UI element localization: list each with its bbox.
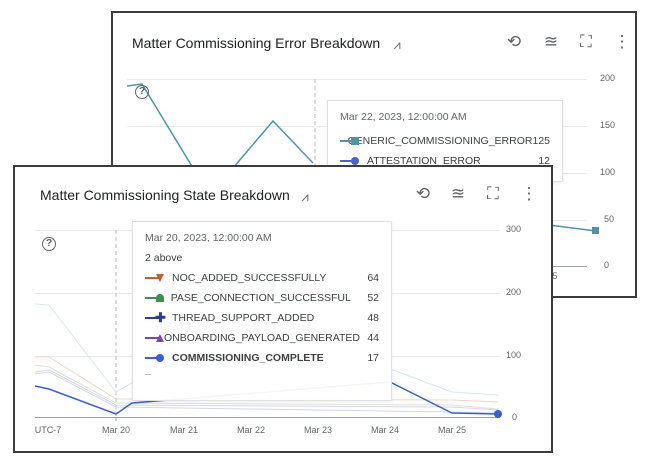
series-name: COMMISSIONING_COMPLETE [172, 352, 324, 364]
series-value: 64 [367, 272, 379, 284]
state-breakdown-card: Matter Commissioning State Breakdown ⩘ ⟲… [13, 165, 553, 453]
triangle-marker-icon [145, 333, 164, 343]
series-name: NOC_ADDED_SUCCESSFULLY [172, 272, 327, 284]
tooltip-more: – [145, 368, 151, 380]
tooltip-row: ✚ THREAD_SUPPORT_ADDED 48 [145, 308, 379, 328]
series-name: PASE_CONNECTION_SUCCESSFUL [170, 292, 351, 304]
y-tick: 150 [600, 120, 616, 130]
series-commissioning-complete [34, 381, 499, 415]
triangle-down-marker-icon [145, 273, 167, 283]
tooltip-row: ONBOARDING_PAYLOAD_GENERATED 44 [145, 328, 379, 348]
y-tick: 0 [512, 412, 518, 422]
help-icon[interactable]: ? [42, 237, 56, 251]
tooltip-date: Mar 22, 2023, 12:00:00 AM [340, 111, 467, 123]
series-value: 125 [532, 135, 550, 147]
fullscreen-icon[interactable]: ⛶ [487, 184, 499, 203]
y-tick: 200 [506, 287, 522, 297]
tooltip-above-count: 2 above [145, 252, 183, 264]
x-tick: Mar 24 [370, 425, 400, 435]
chart-search-icon[interactable]: ⩘ [393, 37, 401, 52]
y-tick: 200 [600, 73, 616, 83]
state-tooltip: Mar 20, 2023, 12:00:00 AM 2 above NOC_AD… [132, 221, 392, 401]
x-tick: Mar 20 [101, 425, 131, 435]
plus-marker-icon: ✚ [145, 311, 167, 324]
series-name: ATTESTATION_ERROR [367, 155, 481, 167]
tooltip-row: ATTESTATION_ERROR 12 [340, 151, 550, 171]
zoom-reset-icon[interactable]: ⟲ [506, 32, 522, 51]
x-tick: Mar 23 [303, 425, 333, 435]
series-name: THREAD_SUPPORT_ADDED [172, 312, 315, 324]
tooltip-row: GENERIC_COMMISSIONING_ERROR 125 [340, 131, 550, 151]
card-title: Matter Commissioning Error Breakdown [132, 35, 381, 51]
help-icon[interactable]: ? [135, 85, 149, 99]
square-marker-icon [340, 136, 359, 146]
card-title: Matter Commissioning State Breakdown [40, 187, 290, 203]
y-tick: 50 [604, 214, 615, 224]
x-tick: UTC-7 [34, 425, 62, 435]
tooltip-row: PASE_CONNECTION_SUCCESSFUL 52 [145, 288, 379, 308]
y-tick: 300 [506, 224, 522, 234]
series-value: 17 [367, 352, 379, 364]
circle-marker-icon [340, 156, 362, 166]
x-tick: Mar 21 [169, 425, 199, 435]
tooltip-row-highlighted: COMMISSIONING_COMPLETE 17 [145, 348, 379, 368]
series-marker [494, 410, 502, 418]
state-chart-lines [34, 230, 502, 421]
x-tick: Mar 22 [236, 425, 266, 435]
more-vert-icon[interactable]: ⋮ [520, 184, 538, 203]
series-value: 12 [538, 155, 550, 167]
series-value: 44 [367, 332, 379, 344]
legend-icon[interactable]: ≊ [543, 32, 559, 51]
legend-icon[interactable]: ≊ [450, 184, 466, 203]
series-name: ONBOARDING_PAYLOAD_GENERATED [163, 332, 360, 344]
circle-marker-icon [145, 353, 167, 363]
y-tick: 0 [604, 260, 610, 270]
pentagon-marker-icon [145, 293, 166, 303]
x-tick: 5 [552, 271, 558, 281]
series-value: 52 [367, 292, 379, 304]
series-marker [592, 227, 599, 234]
more-vert-icon[interactable]: ⋮ [613, 32, 631, 51]
series-value: 48 [367, 312, 379, 324]
x-tick: Mar 25 [437, 425, 467, 435]
fullscreen-icon[interactable]: ⛶ [580, 32, 592, 51]
y-tick: 100 [506, 350, 522, 360]
zoom-reset-icon[interactable]: ⟲ [415, 184, 431, 203]
y-tick: 100 [600, 167, 616, 177]
series-generic-commissioning-error [126, 83, 314, 169]
chart-search-icon[interactable]: ⩘ [301, 189, 309, 204]
tooltip-row: NOC_ADDED_SUCCESSFULLY 64 [145, 268, 379, 288]
series-name: GENERIC_COMMISSIONING_ERROR [347, 135, 533, 147]
tooltip-date: Mar 20, 2023, 12:00:00 AM [145, 232, 272, 244]
